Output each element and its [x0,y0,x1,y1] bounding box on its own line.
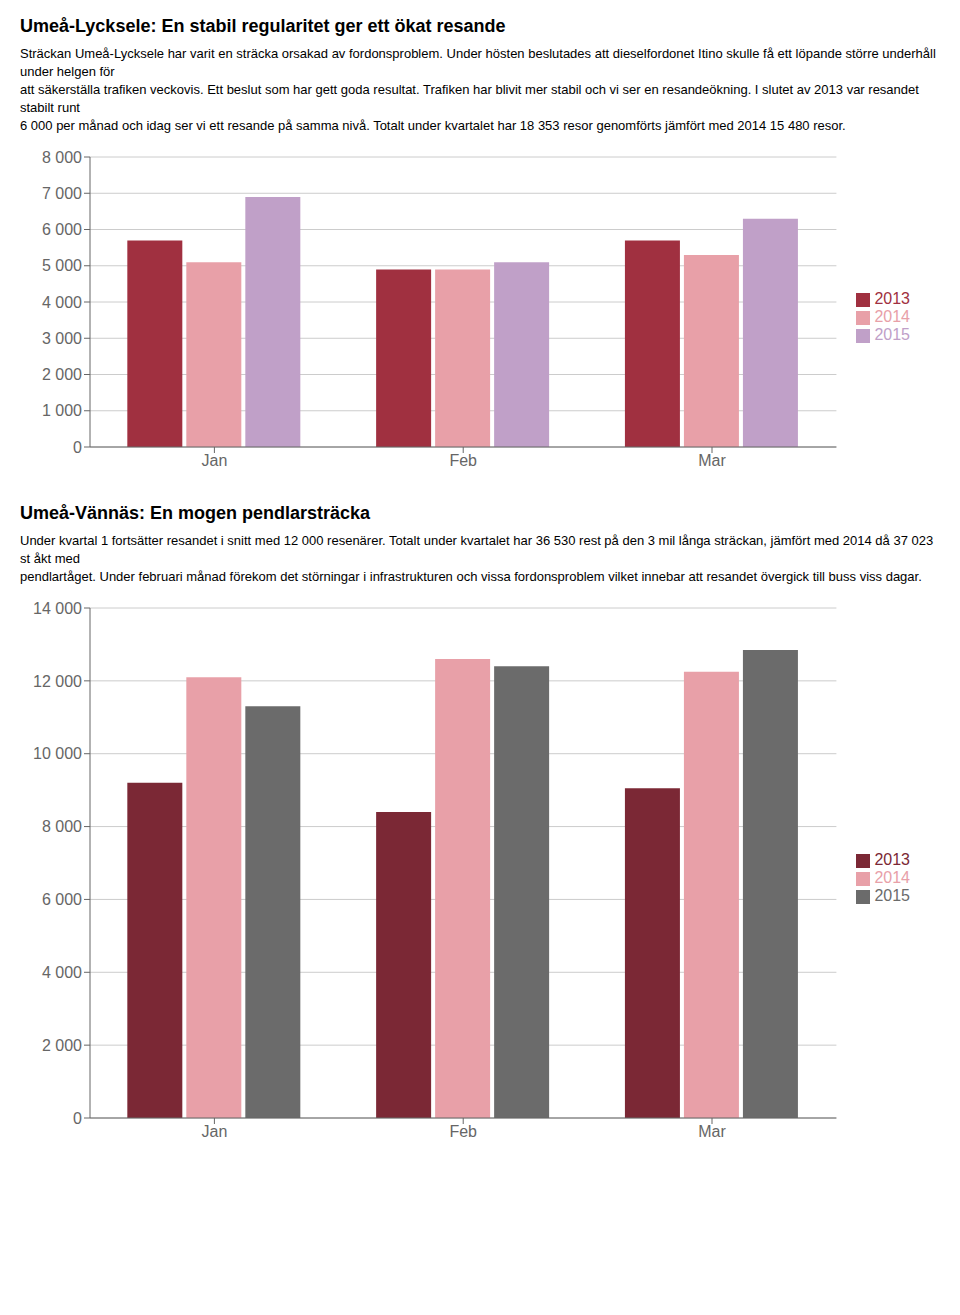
html-text:pendlartåget. Under februari m: pendlartåget. Under februari månad förek… [20,569,922,584]
svg-text:10 000: 10 000 [33,745,82,762]
html-text:2015: 2015 [874,887,910,904]
svg-text:0: 0 [73,439,82,456]
html-text:Umeå-Lycksele: En stabil regul: Umeå-Lycksele: En stabil regularitet ger… [20,16,506,36]
html-text:2014: 2014 [874,308,910,325]
html-text:6 000 per månad och idag ser v: 6 000 per månad och idag ser vi ett resa… [20,118,846,133]
svg-text:6 000: 6 000 [42,891,82,908]
svg-text:Feb: Feb [449,452,477,469]
html-text:2013: 2013 [874,851,910,868]
svg-text:4 000: 4 000 [42,294,82,311]
svg-text:0: 0 [73,1110,82,1127]
svg-text:Mar: Mar [698,452,726,469]
html-text:2013: 2013 [874,290,910,307]
html-text:2015: 2015 [874,326,910,343]
html-text:Under kvartal 1 fortsätter res: Under kvartal 1 fortsätter resandet i sn… [20,533,934,566]
svg-text:5 000: 5 000 [42,257,82,274]
svg-text:2 000: 2 000 [42,366,82,383]
svg-text:1 000: 1 000 [42,402,82,419]
svg-text:Jan: Jan [202,452,228,469]
svg-text:6 000: 6 000 [42,221,82,238]
html-text:Sträckan Umeå-Lycksele har var: Sträckan Umeå-Lycksele har varit en strä… [20,46,936,79]
svg-text:7 000: 7 000 [42,185,82,202]
svg-text:3 000: 3 000 [42,330,82,347]
html-text:att säkerställa trafiken vecko: att säkerställa trafiken veckovis. Ett b… [20,82,919,115]
html-text:2014: 2014 [874,869,910,886]
svg-text:8 000: 8 000 [42,149,82,166]
svg-text:Jan: Jan [202,1123,228,1140]
svg-text:Feb: Feb [449,1123,477,1140]
html-text:Umeå-Vännäs: En mogen pendlars: Umeå-Vännäs: En mogen pendlarsträcka [20,503,371,523]
svg-text:8 000: 8 000 [42,818,82,835]
svg-text:14 000: 14 000 [33,600,82,617]
svg-text:4 000: 4 000 [42,964,82,981]
svg-text:12 000: 12 000 [33,673,82,690]
svg-text:Mar: Mar [698,1123,726,1140]
svg-text:2 000: 2 000 [42,1037,82,1054]
